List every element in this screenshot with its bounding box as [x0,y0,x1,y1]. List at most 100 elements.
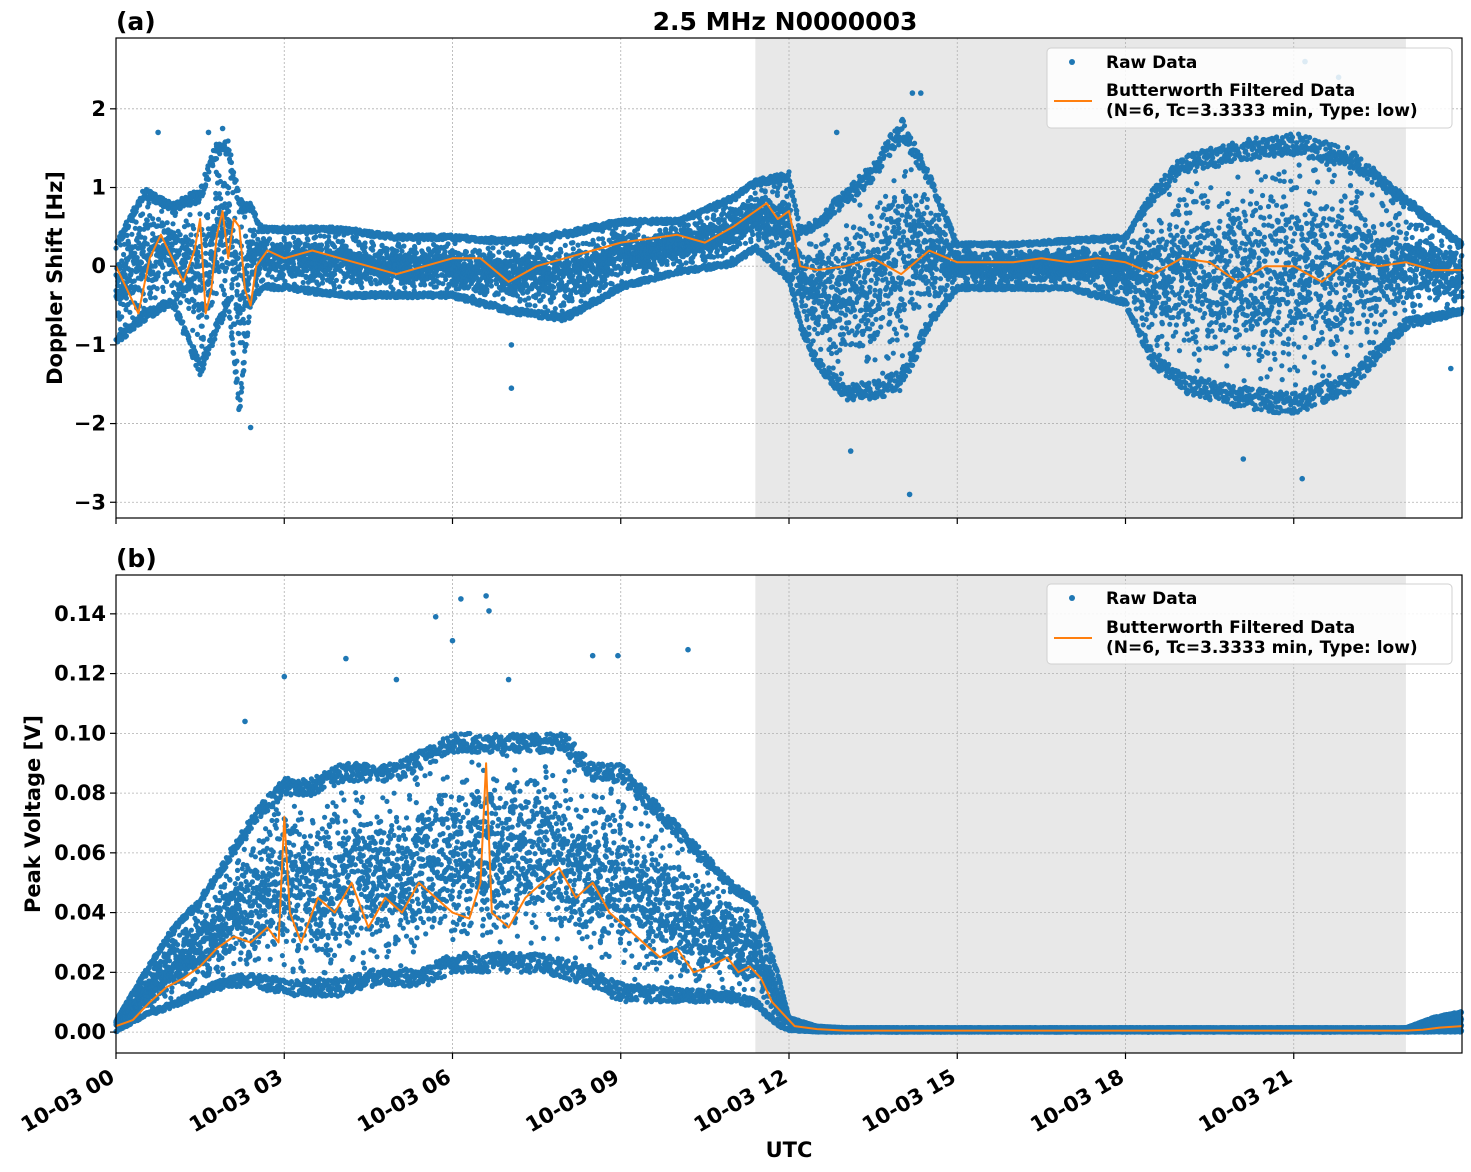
raw-data-point [540,293,546,299]
raw-data-point [235,187,241,193]
raw-data-point [190,327,196,333]
raw-data-point [205,176,211,182]
raw-data-point [124,232,130,238]
raw-data-point [333,277,339,283]
raw-data-point [121,267,127,273]
raw-data-point [339,238,346,244]
raw-data-point [127,309,133,315]
raw-data-point [221,312,227,318]
raw-data-point [223,265,229,271]
raw-data-point [132,225,138,231]
raw-data-point [226,185,232,191]
raw-data-point [234,358,240,364]
raw-data-point [226,208,232,214]
raw-data-point [362,244,368,250]
raw-data-point [213,290,219,297]
raw-data-point [575,242,581,248]
raw-data-point [150,231,156,237]
raw-data-point [201,361,207,367]
raw-data-point [173,304,179,310]
raw-data-point [115,310,122,316]
raw-data-point [152,263,158,269]
raw-data-point [205,351,211,357]
raw-data-point [569,298,575,304]
raw-data-point [123,295,129,301]
raw-data-point [394,248,400,254]
raw-data-point [252,295,258,301]
raw-data-point [225,138,231,144]
raw-data-point [191,298,197,304]
raw-data-point [551,284,557,290]
raw-data-point [601,240,607,246]
raw-data-point [463,249,469,255]
raw-data-point [209,299,215,305]
raw-data-point [191,226,197,232]
raw-data-point [194,331,200,337]
raw-data-point [119,314,125,320]
raw-data-point [242,214,248,220]
raw-data-point [412,245,418,251]
raw-data-point [496,249,502,255]
raw-data-point [320,276,326,282]
raw-data-point [237,403,243,409]
raw-data-point [319,247,325,253]
raw-data-point [177,300,183,306]
raw-data-point [119,258,125,264]
raw-data-point [300,279,306,286]
raw-data-point [204,314,210,320]
raw-data-point [318,242,325,248]
raw-data-point [125,223,132,229]
raw-data-point [217,151,223,157]
raw-data-point [558,249,564,255]
raw-data-point [324,243,330,249]
raw-data-point [500,296,506,302]
raw-data-point [129,231,135,237]
raw-data-point [280,272,286,278]
raw-data-point [213,156,220,162]
raw-data-point [123,333,129,339]
raw-data-point [390,286,396,292]
raw-data-point [185,254,191,260]
raw-data-point [368,281,374,287]
raw-data-point [252,211,259,217]
raw-data-point [234,376,240,382]
raw-data-point [370,247,376,253]
raw-data-point [551,295,557,301]
raw-data-point [490,253,496,259]
raw-data-point [254,282,260,289]
raw-data-point [545,308,551,314]
raw-data-point [621,229,627,235]
raw-data-point [237,397,243,403]
raw-data-point [194,258,200,264]
raw-data-point [121,251,127,258]
raw-data-point [227,315,233,321]
raw-data-point [199,312,205,318]
raw-data-point [245,330,251,336]
raw-data-point [137,202,143,208]
raw-data-point [297,240,303,246]
raw-data-point [230,342,236,348]
raw-data-point [242,348,248,354]
raw-data-point [603,281,609,287]
raw-data-point [485,245,491,251]
raw-data-point [181,293,187,299]
raw-data-point [336,284,343,290]
raw-data-point [231,169,237,175]
raw-data-point [125,240,132,246]
raw-data-point [305,237,311,243]
raw-data-point [251,232,258,238]
raw-data-point [140,211,146,217]
raw-data-point [488,278,494,284]
raw-data-point [547,246,554,253]
raw-data-point [445,241,451,247]
raw-data-point [203,182,209,188]
raw-data-point [233,369,239,375]
raw-data-point [532,303,538,309]
raw-data-point [234,292,240,298]
raw-data-point [570,240,576,246]
raw-data-point [140,248,146,254]
raw-data-point [515,252,521,258]
raw-data-point [599,236,606,242]
raw-data-point [370,242,377,248]
raw-data-point [359,284,365,291]
